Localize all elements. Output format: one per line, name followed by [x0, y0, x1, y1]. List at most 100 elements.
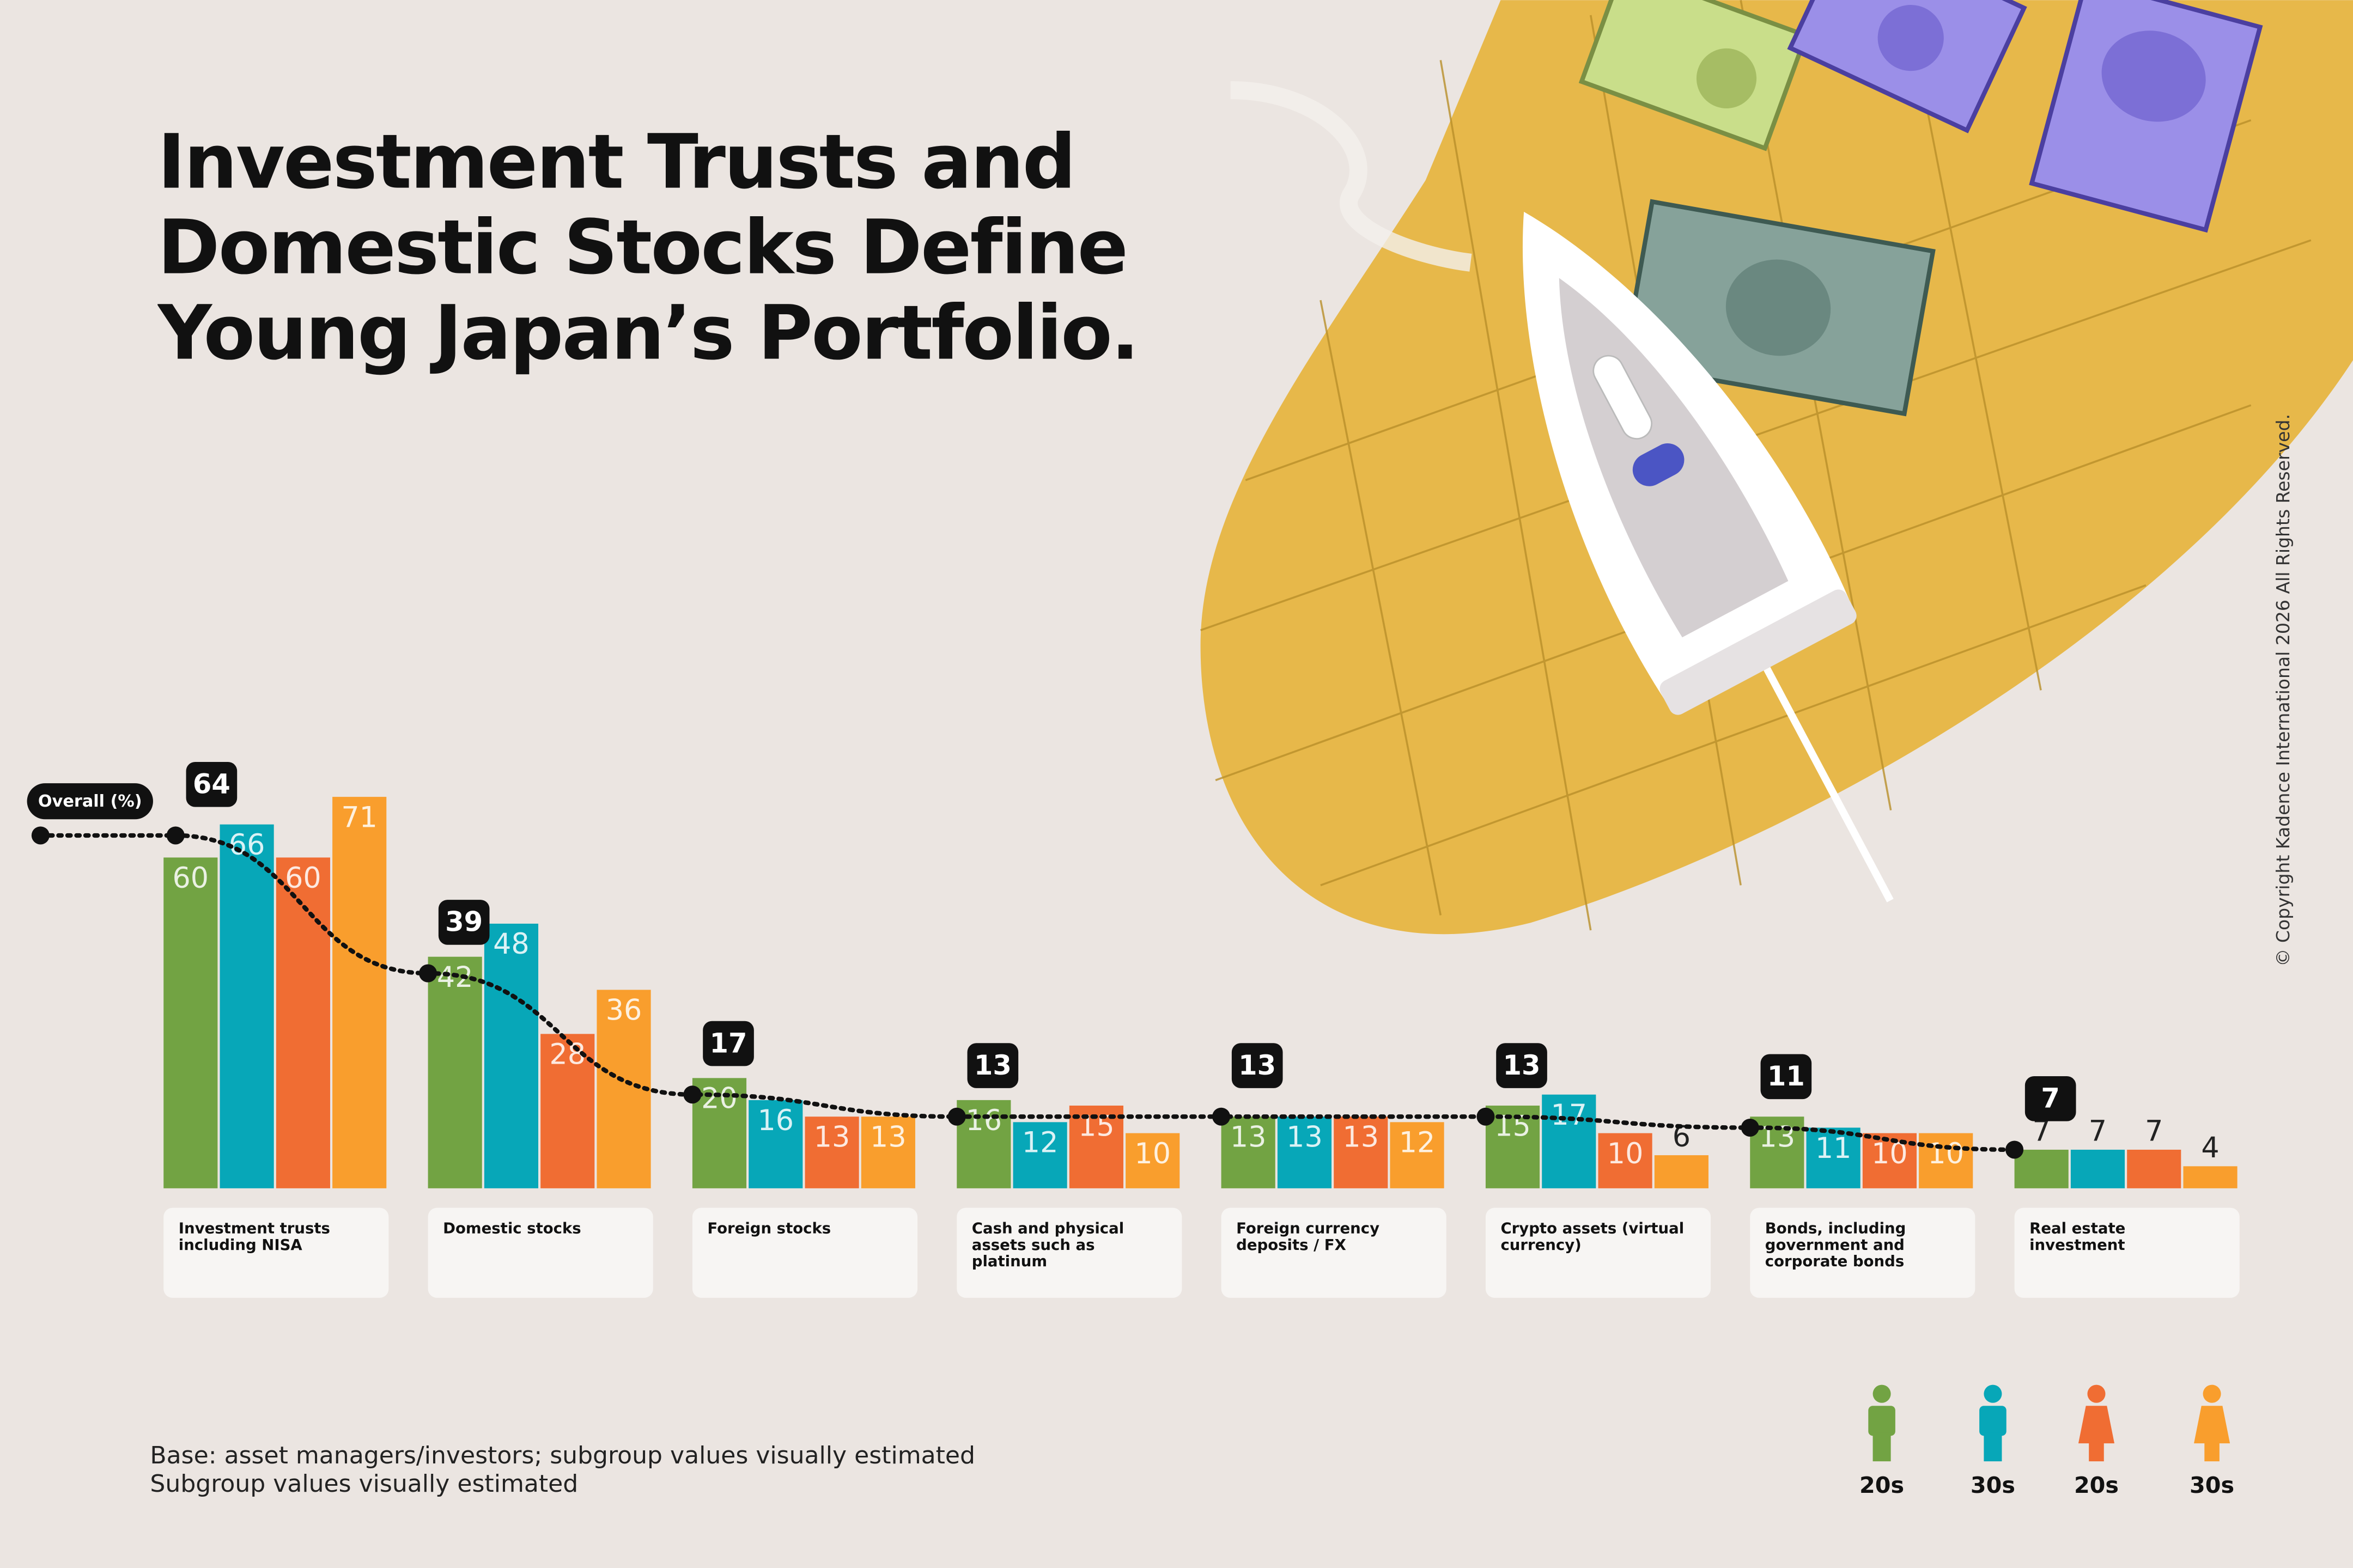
bill-gray [1621, 199, 1936, 417]
category-box [2014, 1207, 2240, 1298]
legend-head [2203, 1384, 2221, 1403]
bar [1221, 1116, 1275, 1188]
bar [220, 824, 274, 1188]
overall-value: 11 [1767, 1060, 1805, 1092]
footnote: Subgroup values visually estimated [150, 1470, 578, 1498]
bar [749, 1100, 803, 1188]
overall-value: 13 [1503, 1050, 1541, 1081]
bar [1334, 1116, 1388, 1188]
legend-icon [1868, 1384, 1895, 1462]
data-label: 13 [1286, 1121, 1323, 1154]
data-label: 20 [701, 1082, 738, 1115]
bar [1390, 1122, 1444, 1188]
copyright: © Copyright Kadence International 2026 A… [2272, 414, 2294, 967]
bar [1485, 1105, 1540, 1188]
legend-head [1984, 1384, 2002, 1403]
category-box [1485, 1207, 1711, 1298]
category-label-box: Crypto assets (virtual currency) [1500, 1221, 1685, 1255]
data-label: 10 [1607, 1137, 1644, 1170]
bar [276, 857, 330, 1188]
data-label: 13 [870, 1121, 907, 1154]
chart-title: Investment Trusts and Domestic Stocks De… [157, 120, 1139, 377]
legend-head [2087, 1384, 2106, 1403]
data-label: 10 [1134, 1137, 1171, 1170]
illustration [1200, 0, 2353, 935]
bar [1598, 1133, 1652, 1188]
legend-label: 30s [2190, 1472, 2234, 1498]
overall-dot [1476, 1107, 1495, 1126]
bar [163, 857, 218, 1188]
data-label: 4 [2201, 1131, 2219, 1164]
bar [1542, 1094, 1596, 1188]
category-box [428, 1207, 653, 1298]
legend-icon [2194, 1384, 2230, 1462]
overall-badge [186, 762, 238, 807]
data-label: 36 [606, 994, 642, 1027]
overall-dot [1212, 1107, 1231, 1126]
data-label: 60 [285, 862, 321, 895]
category-label-box: Cash and physical assets such as platinu… [971, 1221, 1124, 1271]
bar [428, 956, 482, 1188]
legend-legs [2089, 1440, 2104, 1462]
x-tick-label: Crypto assets (virtual currency) [1500, 1221, 1685, 1255]
data-label: 16 [757, 1104, 794, 1137]
iron [1523, 211, 1894, 902]
x-tick-label: Bonds, including government and corporat… [1765, 1221, 1906, 1271]
data-label: 13 [1342, 1121, 1379, 1154]
overall-start [31, 826, 50, 845]
overall-label: Overall (%) [38, 792, 142, 811]
legend-body [2194, 1406, 2230, 1444]
legend-icon [1979, 1384, 2007, 1462]
data-label: 48 [493, 928, 530, 961]
bar [1069, 1105, 1123, 1188]
bill-purple [1787, 0, 2027, 133]
overall-dot [419, 964, 437, 983]
data-label: 12 [1022, 1126, 1059, 1160]
x-tick-label: Domestic stocks [443, 1221, 581, 1238]
bill-green [1578, 0, 1809, 151]
overall-badge [1231, 1043, 1283, 1088]
overall-dot [1741, 1118, 1759, 1137]
data-label: 71 [341, 801, 378, 834]
footnote: Base: asset managers/investors; subgroup… [150, 1442, 975, 1469]
bar [1919, 1133, 1973, 1188]
legend-label: 20s [1859, 1472, 1904, 1498]
overall-badge [1496, 1043, 1547, 1088]
bar [2127, 1149, 2181, 1188]
category-box [163, 1207, 389, 1298]
data-label: 13 [814, 1121, 850, 1154]
x-tick-label: Foreign currency deposits / FX [1236, 1221, 1380, 1255]
bar [332, 797, 387, 1188]
title-box: Investment Trusts and Domestic Stocks De… [157, 120, 1139, 377]
bar [1013, 1122, 1067, 1188]
overall-value: 13 [1238, 1050, 1276, 1081]
bar [597, 990, 651, 1188]
legend-label: 20s [2074, 1472, 2119, 1498]
bar [2014, 1149, 2069, 1188]
bar [1126, 1133, 1180, 1188]
overall-value: 39 [445, 906, 483, 938]
data-label: 11 [1815, 1132, 1852, 1165]
bar [1654, 1155, 1708, 1188]
bill-purple-2 [2029, 0, 2263, 233]
overall-value: 13 [974, 1050, 1012, 1081]
bar [2183, 1166, 2238, 1188]
data-label: 7 [2145, 1115, 2163, 1148]
data-label: 7 [2089, 1115, 2107, 1148]
legend-body [1868, 1406, 1895, 1436]
steam [1230, 81, 1472, 272]
overall-badge [967, 1043, 1019, 1088]
legend-icon [2078, 1384, 2115, 1462]
bar [861, 1116, 915, 1188]
legend-legs [1872, 1432, 1891, 1462]
category-box [1750, 1207, 1975, 1298]
overall-value: 17 [710, 1027, 747, 1059]
overall-badge [438, 900, 490, 945]
bar [805, 1116, 859, 1188]
legend-legs [1984, 1432, 2002, 1462]
data-label: 16 [966, 1104, 1002, 1137]
bar [1277, 1116, 1332, 1188]
x-tick-label: Cash and physical assets such as platinu… [971, 1221, 1124, 1271]
bar [1806, 1127, 1860, 1188]
category-label-box: Bonds, including government and corporat… [1765, 1221, 1906, 1271]
